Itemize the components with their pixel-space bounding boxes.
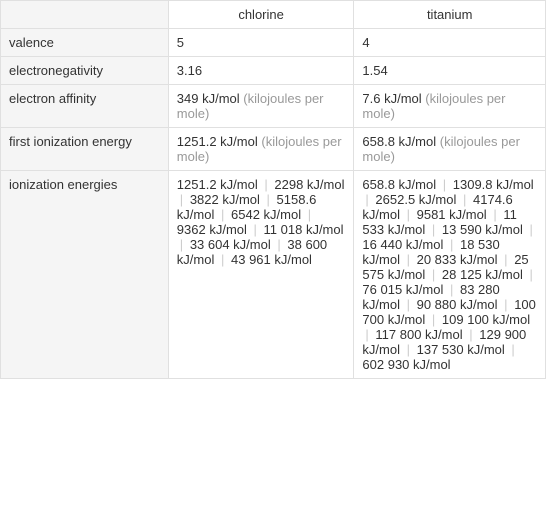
value: 1251.2 kJ/mol [177,134,258,149]
list-separator: | [362,327,371,342]
list-separator: | [501,297,510,312]
row-label-electronegativity: electronegativity [1,57,169,85]
ionization-value: 33 604 kJ/mol [190,237,271,252]
ionization-value: 3822 kJ/mol [190,192,260,207]
row-ionization-energies: ionization energies 1251.2 kJ/mol | 2298… [1,171,546,379]
list-separator: | [218,252,227,267]
list-separator: | [404,297,413,312]
electron-affinity-titanium: 7.6 kJ/mol (kilojoules per mole) [354,85,546,128]
ionization-value: 9362 kJ/mol [177,222,247,237]
ionization-value: 20 833 kJ/mol [417,252,498,267]
ionization-value: 109 100 kJ/mol [442,312,530,327]
list-separator: | [490,207,499,222]
ionization-value: 2652.5 kJ/mol [375,192,456,207]
ionization-value: 13 590 kJ/mol [442,222,523,237]
ionization-value: 1309.8 kJ/mol [453,177,534,192]
list-separator: | [251,222,260,237]
row-label-electron-affinity: electron affinity [1,85,169,128]
row-label-valence: valence [1,29,169,57]
value: 658.8 kJ/mol [362,134,436,149]
ionization-value: 137 530 kJ/mol [417,342,505,357]
list-separator: | [429,222,438,237]
column-header-chlorine: chlorine [168,1,354,29]
electronegativity-chlorine: 3.16 [168,57,354,85]
list-separator: | [501,252,510,267]
list-separator: | [447,237,456,252]
row-valence: valence 5 4 [1,29,546,57]
ionization-value: 117 800 kJ/mol [375,327,462,342]
header-row: chlorine titanium [1,1,546,29]
list-separator: | [440,177,449,192]
list-separator: | [460,192,469,207]
list-separator: | [261,177,270,192]
ionization-value: 11 018 kJ/mol [264,222,344,237]
row-electron-affinity: electron affinity 349 kJ/mol (kilojoules… [1,85,546,128]
list-separator: | [305,207,314,222]
list-separator: | [429,312,438,327]
first-ionization-chlorine: 1251.2 kJ/mol (kilojoules per mole) [168,128,354,171]
list-separator: | [404,207,413,222]
list-separator: | [177,237,186,252]
row-label-first-ionization: first ionization energy [1,128,169,171]
ionization-value: 1251.2 kJ/mol [177,177,258,192]
ionization-energies-chlorine: 1251.2 kJ/mol | 2298 kJ/mol | 3822 kJ/mo… [168,171,354,379]
list-separator: | [404,342,413,357]
ionization-value: 43 961 kJ/mol [231,252,312,267]
ionization-value: 9581 kJ/mol [417,207,487,222]
row-electronegativity: electronegativity 3.16 1.54 [1,57,546,85]
ionization-energies-titanium: 658.8 kJ/mol | 1309.8 kJ/mol | 2652.5 kJ… [354,171,546,379]
list-separator: | [362,192,371,207]
valence-titanium: 4 [354,29,546,57]
electron-affinity-chlorine: 349 kJ/mol (kilojoules per mole) [168,85,354,128]
ionization-value: 2298 kJ/mol [274,177,344,192]
value: 7.6 kJ/mol [362,91,421,106]
row-label-ionization-energies: ionization energies [1,171,169,379]
list-separator: | [508,342,517,357]
ionization-value: 658.8 kJ/mol [362,177,436,192]
row-first-ionization: first ionization energy 1251.2 kJ/mol (k… [1,128,546,171]
list-separator: | [274,237,283,252]
list-separator: | [177,192,186,207]
list-separator: | [526,222,535,237]
first-ionization-titanium: 658.8 kJ/mol (kilojoules per mole) [354,128,546,171]
list-separator: | [429,267,438,282]
properties-table: chlorine titanium valence 5 4 electroneg… [0,0,546,379]
ionization-value: 6542 kJ/mol [231,207,301,222]
list-separator: | [447,282,456,297]
column-header-titanium: titanium [354,1,546,29]
valence-chlorine: 5 [168,29,354,57]
list-separator: | [218,207,227,222]
ionization-value: 76 015 kJ/mol [362,282,443,297]
electronegativity-titanium: 1.54 [354,57,546,85]
list-separator: | [466,327,475,342]
list-separator: | [526,267,535,282]
value: 349 kJ/mol [177,91,240,106]
ionization-value: 16 440 kJ/mol [362,237,443,252]
corner-cell [1,1,169,29]
ionization-value: 602 930 kJ/mol [362,357,450,372]
ionization-value: 90 880 kJ/mol [417,297,498,312]
list-separator: | [404,252,413,267]
list-separator: | [264,192,273,207]
ionization-value: 28 125 kJ/mol [442,267,523,282]
